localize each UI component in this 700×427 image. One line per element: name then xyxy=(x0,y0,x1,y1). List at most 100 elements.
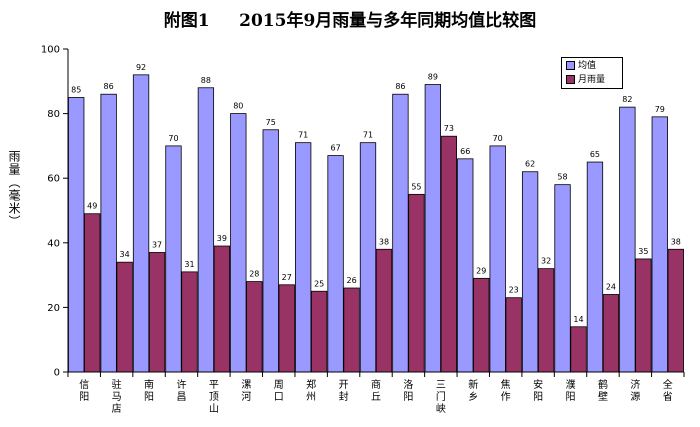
x-tick-label: 洛阳 xyxy=(403,378,413,403)
data-label-mean: 85 xyxy=(71,85,81,94)
x-tick-label: 鹤壁 xyxy=(598,378,608,403)
data-label-monthly: 38 xyxy=(379,237,389,246)
legend-swatch-monthly xyxy=(566,75,575,84)
y-tick-label: 20 xyxy=(47,303,60,314)
data-label-mean: 80 xyxy=(233,102,243,111)
bar-mean xyxy=(295,142,312,373)
data-label-mean: 70 xyxy=(493,134,503,143)
data-label-mean: 71 xyxy=(298,131,308,140)
bar-monthly xyxy=(505,297,522,373)
x-tick-label: 全省 xyxy=(663,378,673,403)
x-tick-label: 信阳 xyxy=(79,379,89,403)
x-tick-label: 新乡 xyxy=(468,378,478,403)
data-label-monthly: 32 xyxy=(541,257,551,266)
bar-monthly xyxy=(116,261,133,373)
data-label-mean: 88 xyxy=(201,76,211,85)
data-label-mean: 65 xyxy=(590,150,600,159)
bar-monthly xyxy=(278,284,295,373)
data-label-monthly: 14 xyxy=(573,315,583,324)
data-label-monthly: 31 xyxy=(184,260,194,269)
data-label-mean: 66 xyxy=(460,147,470,156)
x-tick-label: 漯河 xyxy=(241,379,251,403)
bar-mean xyxy=(100,93,117,373)
x-tick-label: 濮阳 xyxy=(566,378,576,403)
bar-monthly xyxy=(473,277,490,373)
data-label-mean: 89 xyxy=(428,73,438,82)
x-tick-label: 焦作 xyxy=(501,378,511,403)
bar-mean xyxy=(586,161,604,373)
data-label-mean: 58 xyxy=(557,173,567,182)
bar-monthly xyxy=(181,271,198,373)
data-label-mean: 70 xyxy=(168,134,178,143)
legend-label-monthly: 月雨量 xyxy=(578,75,606,85)
y-tick-label: 60 xyxy=(47,174,60,185)
x-tick-label: 开封 xyxy=(339,380,349,403)
data-label-mean: 75 xyxy=(266,118,276,127)
bar-monthly xyxy=(440,135,457,373)
data-label-mean: 71 xyxy=(363,131,373,140)
data-label-monthly: 39 xyxy=(217,234,227,243)
bar-monthly xyxy=(602,294,620,373)
bar-monthly xyxy=(311,290,328,373)
data-label-monthly: 26 xyxy=(346,276,356,285)
bar-monthly xyxy=(408,193,425,373)
data-label-monthly: 25 xyxy=(314,279,324,288)
y-tick-label: 100 xyxy=(41,45,60,56)
bar-mean xyxy=(197,87,215,373)
bar-mean xyxy=(424,84,441,373)
y-tick-label: 40 xyxy=(47,238,60,249)
legend-swatch-mean xyxy=(566,61,575,70)
data-label-mean: 86 xyxy=(104,82,114,91)
data-label-monthly: 23 xyxy=(509,286,519,295)
bar-mean xyxy=(619,106,636,373)
bar-mean xyxy=(521,171,539,373)
x-tick-label: 许昌 xyxy=(176,379,186,403)
bar-mean xyxy=(165,145,182,373)
x-tick-label: 驻马店 xyxy=(112,378,122,415)
data-label-monthly: 27 xyxy=(282,273,292,282)
data-label-mean: 86 xyxy=(395,82,405,91)
y-tick-label: 0 xyxy=(54,368,60,379)
data-label-mean: 62 xyxy=(525,160,535,169)
data-label-monthly: 35 xyxy=(638,247,648,256)
bar-monthly xyxy=(570,326,587,373)
bar-mean xyxy=(457,158,474,373)
bar-mean xyxy=(651,116,668,373)
x-tick-label: 安阳 xyxy=(533,378,543,403)
bar-mean xyxy=(230,113,247,373)
legend-item-monthly: 月雨量 xyxy=(566,74,605,86)
bar-mean xyxy=(132,74,150,373)
bar-mean xyxy=(327,155,344,373)
legend-item-mean: 均值 xyxy=(566,60,596,72)
bar-monthly xyxy=(343,287,360,373)
data-label-monthly: 49 xyxy=(87,202,97,211)
bar-monthly xyxy=(537,268,555,373)
data-label-mean: 82 xyxy=(622,95,632,104)
chart-title: 附图1 2015年9月雨量与多年同期均值比较图 xyxy=(163,11,537,31)
x-tick-label: 平顶山 xyxy=(209,380,219,415)
x-tick-label: 济源 xyxy=(630,378,640,403)
bar-monthly xyxy=(635,258,652,373)
data-label-monthly: 73 xyxy=(444,124,454,133)
bar-monthly xyxy=(375,248,393,373)
legend-label-mean: 均值 xyxy=(578,61,597,71)
x-tick-label: 南阳 xyxy=(144,378,154,403)
x-tick-label: 周口 xyxy=(274,379,284,403)
data-label-monthly: 55 xyxy=(411,182,421,191)
bar-mean xyxy=(359,142,377,373)
bar-mean xyxy=(392,93,409,373)
y-axis-label: 雨量（毫米） xyxy=(7,150,21,228)
data-label-monthly: 28 xyxy=(249,270,259,279)
x-tick-label: 郑州 xyxy=(306,378,316,403)
y-tick-label: 80 xyxy=(47,109,60,120)
bar-mean xyxy=(262,129,279,373)
data-label-monthly: 34 xyxy=(120,250,130,259)
bar-mean xyxy=(554,184,571,373)
x-tick-label: 三门峡 xyxy=(436,380,446,415)
bar-monthly xyxy=(84,213,101,373)
bar-monthly xyxy=(213,245,231,373)
data-label-monthly: 29 xyxy=(476,266,486,275)
data-label-monthly: 38 xyxy=(671,237,681,246)
